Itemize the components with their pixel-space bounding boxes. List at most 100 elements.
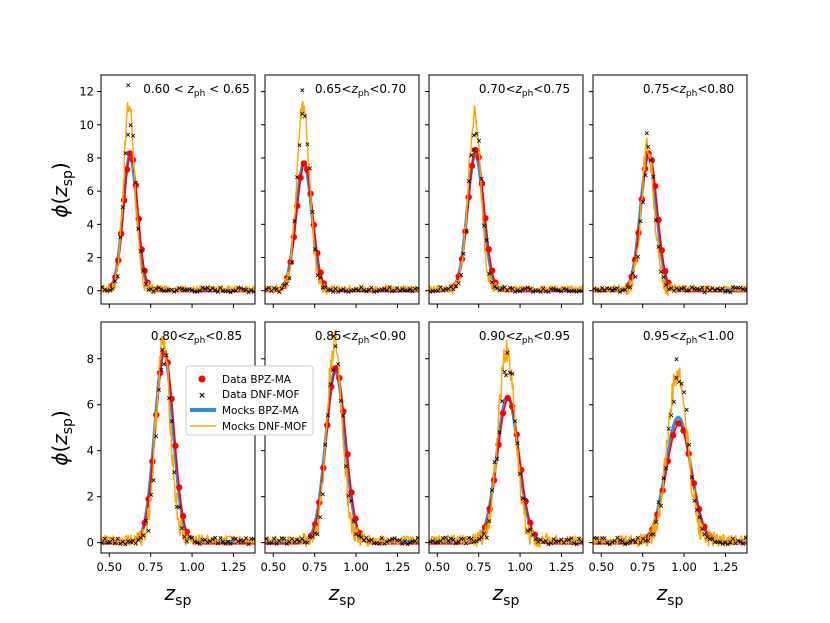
data-dnf-point: × <box>638 539 644 547</box>
panel-title: 0.75<zph<0.80 <box>643 82 734 99</box>
mock-bpz-line <box>265 162 419 292</box>
data-dnf-point: × <box>694 285 700 293</box>
data-bpz-point <box>156 369 164 377</box>
data-dnf-point: × <box>563 536 569 544</box>
data-dnf-point: × <box>432 539 438 547</box>
data-dnf-point: × <box>653 519 659 527</box>
axes-frame <box>264 321 420 554</box>
data-dnf-point: × <box>456 538 462 546</box>
data-bpz-line <box>429 149 583 293</box>
data-dnf-point: × <box>153 432 159 440</box>
data-dnf-point: × <box>596 287 602 295</box>
data-dnf-point: × <box>340 286 346 294</box>
data-dnf-point: × <box>122 540 128 548</box>
data-dnf-point: × <box>607 285 613 293</box>
y-tick-label: 2 <box>87 251 94 265</box>
data-bpz-point <box>504 394 511 402</box>
x-tick-label: 0.50 <box>260 560 286 574</box>
x-tick-label: 1.00 <box>179 560 205 574</box>
data-dnf-point: × <box>476 535 482 543</box>
data-bpz-point <box>352 515 359 522</box>
data-dnf-point: × <box>394 536 400 544</box>
data-dnf-point: × <box>148 285 154 293</box>
data-dnf-point: × <box>146 286 152 294</box>
data-dnf-point: × <box>684 287 690 295</box>
data-bpz-point <box>168 395 175 403</box>
data-dnf-point: × <box>725 541 731 549</box>
data-dnf-point: × <box>697 513 703 521</box>
mock-dnf-line <box>101 102 255 295</box>
data-dnf-point: × <box>715 539 721 547</box>
y-tick-label: 4 <box>87 444 94 458</box>
data-dnf-point: × <box>594 286 600 294</box>
legend-label-mock-bpz: Mocks BPZ-MA <box>222 405 300 417</box>
data-dnf-point: × <box>617 537 623 545</box>
data-dnf-point: × <box>223 287 229 295</box>
data-dnf-point: × <box>720 540 726 548</box>
data-dnf-point: × <box>474 130 480 138</box>
data-dnf-point: × <box>548 286 554 294</box>
data-dnf-peak-point: × <box>644 130 650 138</box>
data-dnf-point: × <box>733 540 739 548</box>
data-dnf-point: × <box>166 395 172 403</box>
data-dnf-point: × <box>102 286 108 294</box>
mock-dnf-line <box>593 367 747 548</box>
panel-title-sub: ph <box>522 336 533 346</box>
data-dnf-point: × <box>522 496 528 504</box>
data-dnf-point: × <box>271 535 277 543</box>
data-dnf-point: × <box>438 537 444 545</box>
data-dnf-point: × <box>530 531 536 539</box>
data-dnf-point: × <box>427 288 433 296</box>
data-dnf-point: × <box>525 527 531 535</box>
data-dnf-peak-point: × <box>503 371 509 379</box>
data-bpz-point <box>472 146 479 154</box>
data-dnf-point: × <box>653 217 659 225</box>
data-dnf-point: × <box>387 537 393 545</box>
data-dnf-point: × <box>481 222 487 230</box>
data-dnf-point: × <box>102 535 108 543</box>
panel-title-pre: 0.70< <box>479 82 516 96</box>
data-dnf-point: × <box>207 286 213 294</box>
data-dnf-point: × <box>474 537 480 545</box>
data-dnf-point: × <box>468 152 474 160</box>
data-dnf-point: × <box>715 285 721 293</box>
data-dnf-point: × <box>576 535 582 543</box>
data-bpz-point <box>465 193 472 201</box>
plot-area: ××××××××××××××××××××××××××××××××××××××××… <box>593 130 747 297</box>
data-dnf-point: × <box>599 535 605 543</box>
data-dnf-point: × <box>117 540 123 548</box>
data-dnf-point: × <box>161 287 167 295</box>
plot-area: ××××××××××××××××××××××××××××××××××××××××… <box>265 328 419 548</box>
data-dnf-point: × <box>643 537 649 545</box>
data-bpz-point <box>499 409 507 417</box>
data-bpz-point <box>172 442 179 449</box>
data-dnf-point: × <box>297 141 303 149</box>
x-tick-label: 0.75 <box>466 560 492 574</box>
data-dnf-point: × <box>189 287 195 295</box>
data-dnf-point: × <box>515 286 521 294</box>
data-dnf-point: × <box>430 537 436 545</box>
data-dnf-point: × <box>363 534 369 542</box>
data-dnf-point: × <box>138 534 144 542</box>
data-dnf-point: × <box>161 361 167 369</box>
xlabel-sub: sp <box>175 593 191 609</box>
data-dnf-point: × <box>504 286 510 294</box>
data-dnf-peak-point: × <box>125 82 131 90</box>
data-dnf-point: × <box>181 286 187 294</box>
data-dnf-point: × <box>466 534 472 542</box>
data-dnf-point: × <box>399 285 405 293</box>
data-bpz-point <box>468 162 476 169</box>
data-dnf-point: × <box>668 285 674 293</box>
data-dnf-point: × <box>553 286 559 294</box>
data-dnf-point: × <box>440 286 446 294</box>
data-dnf-point: × <box>645 537 651 545</box>
data-dnf-point: × <box>533 287 539 295</box>
data-dnf-point: × <box>205 284 211 292</box>
data-dnf-point: × <box>268 539 274 547</box>
data-dnf-point: × <box>717 287 723 295</box>
data-dnf-point: × <box>574 288 580 296</box>
panel-title-post: <0.75 <box>533 82 570 96</box>
data-dnf-point: × <box>328 381 334 389</box>
data-dnf-point: × <box>622 286 628 294</box>
data-dnf-point: × <box>458 271 464 279</box>
